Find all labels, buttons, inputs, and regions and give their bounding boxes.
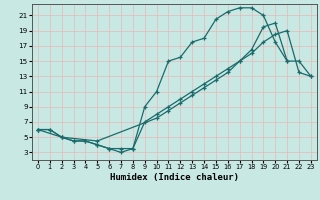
X-axis label: Humidex (Indice chaleur): Humidex (Indice chaleur)	[110, 173, 239, 182]
